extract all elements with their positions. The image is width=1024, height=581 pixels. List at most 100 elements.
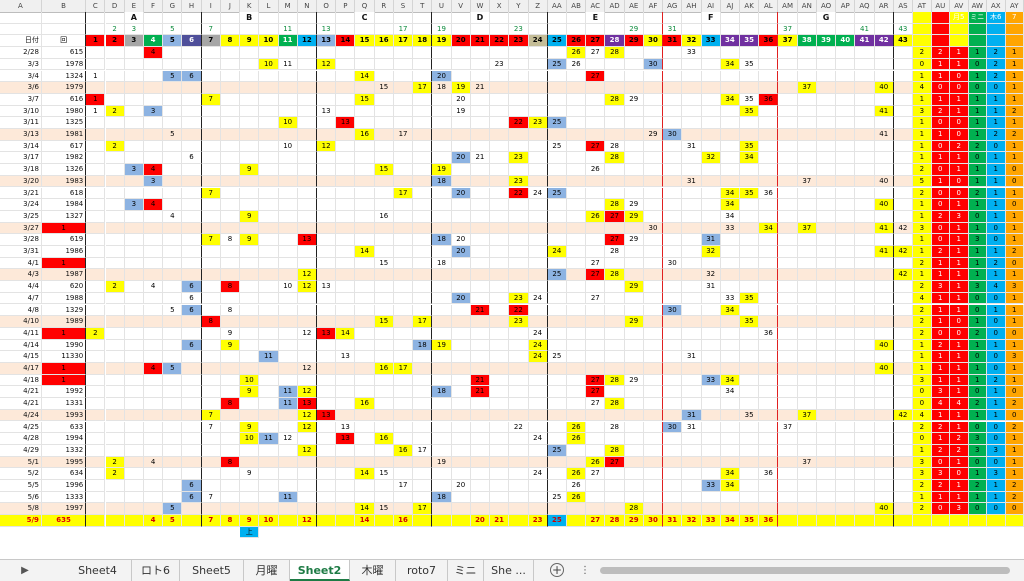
blank-cell[interactable]: [509, 210, 529, 223]
blank-cell[interactable]: [297, 246, 317, 258]
number-cell[interactable]: 31: [682, 140, 702, 153]
stat-cell[interactable]: 3: [913, 105, 932, 118]
blank-cell[interactable]: [855, 199, 875, 211]
final-round-cell[interactable]: 635: [41, 515, 87, 527]
blank-cell[interactable]: [874, 70, 894, 83]
blank-cell[interactable]: [336, 281, 356, 293]
blank-cell[interactable]: [663, 117, 683, 129]
blank-cell[interactable]: [201, 105, 221, 118]
number-cell[interactable]: 33: [720, 222, 740, 235]
blank-cell[interactable]: [220, 210, 241, 223]
stat-cell[interactable]: 0: [931, 117, 951, 129]
blank-cell[interactable]: [317, 351, 337, 363]
number-cell[interactable]: 31: [682, 409, 702, 422]
blank-cell[interactable]: [701, 316, 721, 328]
blank-cell[interactable]: [278, 70, 298, 83]
blank-cell[interactable]: [86, 374, 106, 387]
blank-cell[interactable]: [893, 234, 914, 246]
blank-cell[interactable]: [547, 47, 567, 59]
final-number-cell[interactable]: 32: [682, 515, 702, 527]
header-blank-cell[interactable]: [0, 23, 42, 36]
blank-cell[interactable]: [124, 70, 144, 83]
blank-cell[interactable]: [317, 152, 337, 165]
blank-cell[interactable]: [432, 409, 452, 422]
stat-cell[interactable]: 1: [913, 199, 932, 211]
blank-cell[interactable]: [470, 140, 491, 153]
stat-cell[interactable]: 1: [931, 70, 951, 83]
header-blank-cell[interactable]: [41, 12, 87, 24]
blank-cell[interactable]: [105, 199, 125, 211]
blank-cell[interactable]: [86, 398, 106, 410]
blank-cell[interactable]: [605, 105, 625, 118]
number-cell[interactable]: 15: [374, 82, 394, 94]
blank-cell[interactable]: [182, 222, 202, 235]
blank-cell[interactable]: [124, 444, 144, 457]
blank-cell[interactable]: [240, 129, 260, 141]
stat-cell[interactable]: 0: [950, 468, 969, 480]
blank-cell[interactable]: [297, 47, 317, 59]
blank-cell[interactable]: [816, 105, 837, 118]
stat-cell[interactable]: 0: [1005, 386, 1024, 399]
blank-cell[interactable]: [163, 386, 183, 399]
blank-cell[interactable]: [528, 199, 548, 211]
blank-cell[interactable]: [816, 47, 837, 59]
blank-cell[interactable]: [701, 468, 721, 480]
number-header-41[interactable]: 41: [855, 35, 875, 48]
blank-cell[interactable]: [778, 363, 798, 375]
stat-cell[interactable]: 3: [913, 468, 932, 480]
date-header[interactable]: 日付: [0, 35, 42, 48]
blank-cell[interactable]: [682, 468, 702, 480]
blank-cell[interactable]: [701, 129, 721, 141]
blank-cell[interactable]: [143, 339, 164, 352]
blank-cell[interactable]: [201, 398, 221, 410]
blank-cell[interactable]: [413, 70, 433, 83]
blank-cell[interactable]: [547, 386, 567, 399]
blank-cell[interactable]: [413, 257, 433, 270]
blank-cell[interactable]: [163, 339, 183, 352]
column-header-ax[interactable]: AX: [987, 0, 1006, 12]
blank-cell[interactable]: [105, 246, 125, 258]
blank-cell[interactable]: [893, 503, 914, 516]
blank-cell[interactable]: [643, 70, 664, 83]
number-cell[interactable]: 3: [124, 199, 144, 211]
blank-cell[interactable]: [220, 374, 241, 387]
blank-cell[interactable]: [701, 491, 721, 504]
number-header-37[interactable]: 37: [778, 35, 798, 48]
blank-cell[interactable]: [490, 480, 510, 492]
header-blank-cell[interactable]: [451, 23, 471, 36]
number-cell[interactable]: 13: [336, 351, 356, 363]
blank-cell[interactable]: [836, 327, 856, 340]
blank-cell[interactable]: [759, 433, 779, 445]
blank-cell[interactable]: [547, 398, 567, 410]
number-cell[interactable]: 33: [701, 374, 721, 387]
blank-cell[interactable]: [509, 164, 529, 176]
blank-cell[interactable]: [643, 246, 664, 258]
number-cell[interactable]: 25: [547, 351, 567, 363]
header-blank-cell[interactable]: [566, 12, 587, 24]
blank-cell[interactable]: [86, 175, 106, 188]
stat-cell[interactable]: 0: [931, 503, 951, 516]
date-cell[interactable]: 3/31: [0, 246, 42, 258]
blank-cell[interactable]: [297, 117, 317, 129]
blank-cell[interactable]: [317, 175, 337, 188]
blank-cell[interactable]: [393, 456, 414, 469]
blank-cell[interactable]: [778, 164, 798, 176]
blank-cell[interactable]: [893, 199, 914, 211]
blank-cell[interactable]: [778, 327, 798, 340]
stat-cell[interactable]: 1: [1005, 374, 1024, 387]
blank-cell[interactable]: [509, 351, 529, 363]
blank-cell[interactable]: [624, 468, 644, 480]
blank-cell[interactable]: [259, 386, 279, 399]
blank-cell[interactable]: [413, 421, 433, 434]
blank-cell[interactable]: [836, 199, 856, 211]
stat-cell[interactable]: 0: [1005, 175, 1024, 188]
blank-cell[interactable]: [797, 351, 817, 363]
blank-cell[interactable]: [874, 187, 894, 200]
header-blank-cell[interactable]: [778, 12, 798, 24]
stat-header-cell[interactable]: [913, 23, 932, 36]
blank-cell[interactable]: [509, 47, 529, 59]
date-cell[interactable]: 4/17: [0, 363, 42, 375]
stat-cell[interactable]: 3: [987, 444, 1006, 457]
blank-cell[interactable]: [855, 503, 875, 516]
stat-cell[interactable]: 1: [968, 246, 988, 258]
